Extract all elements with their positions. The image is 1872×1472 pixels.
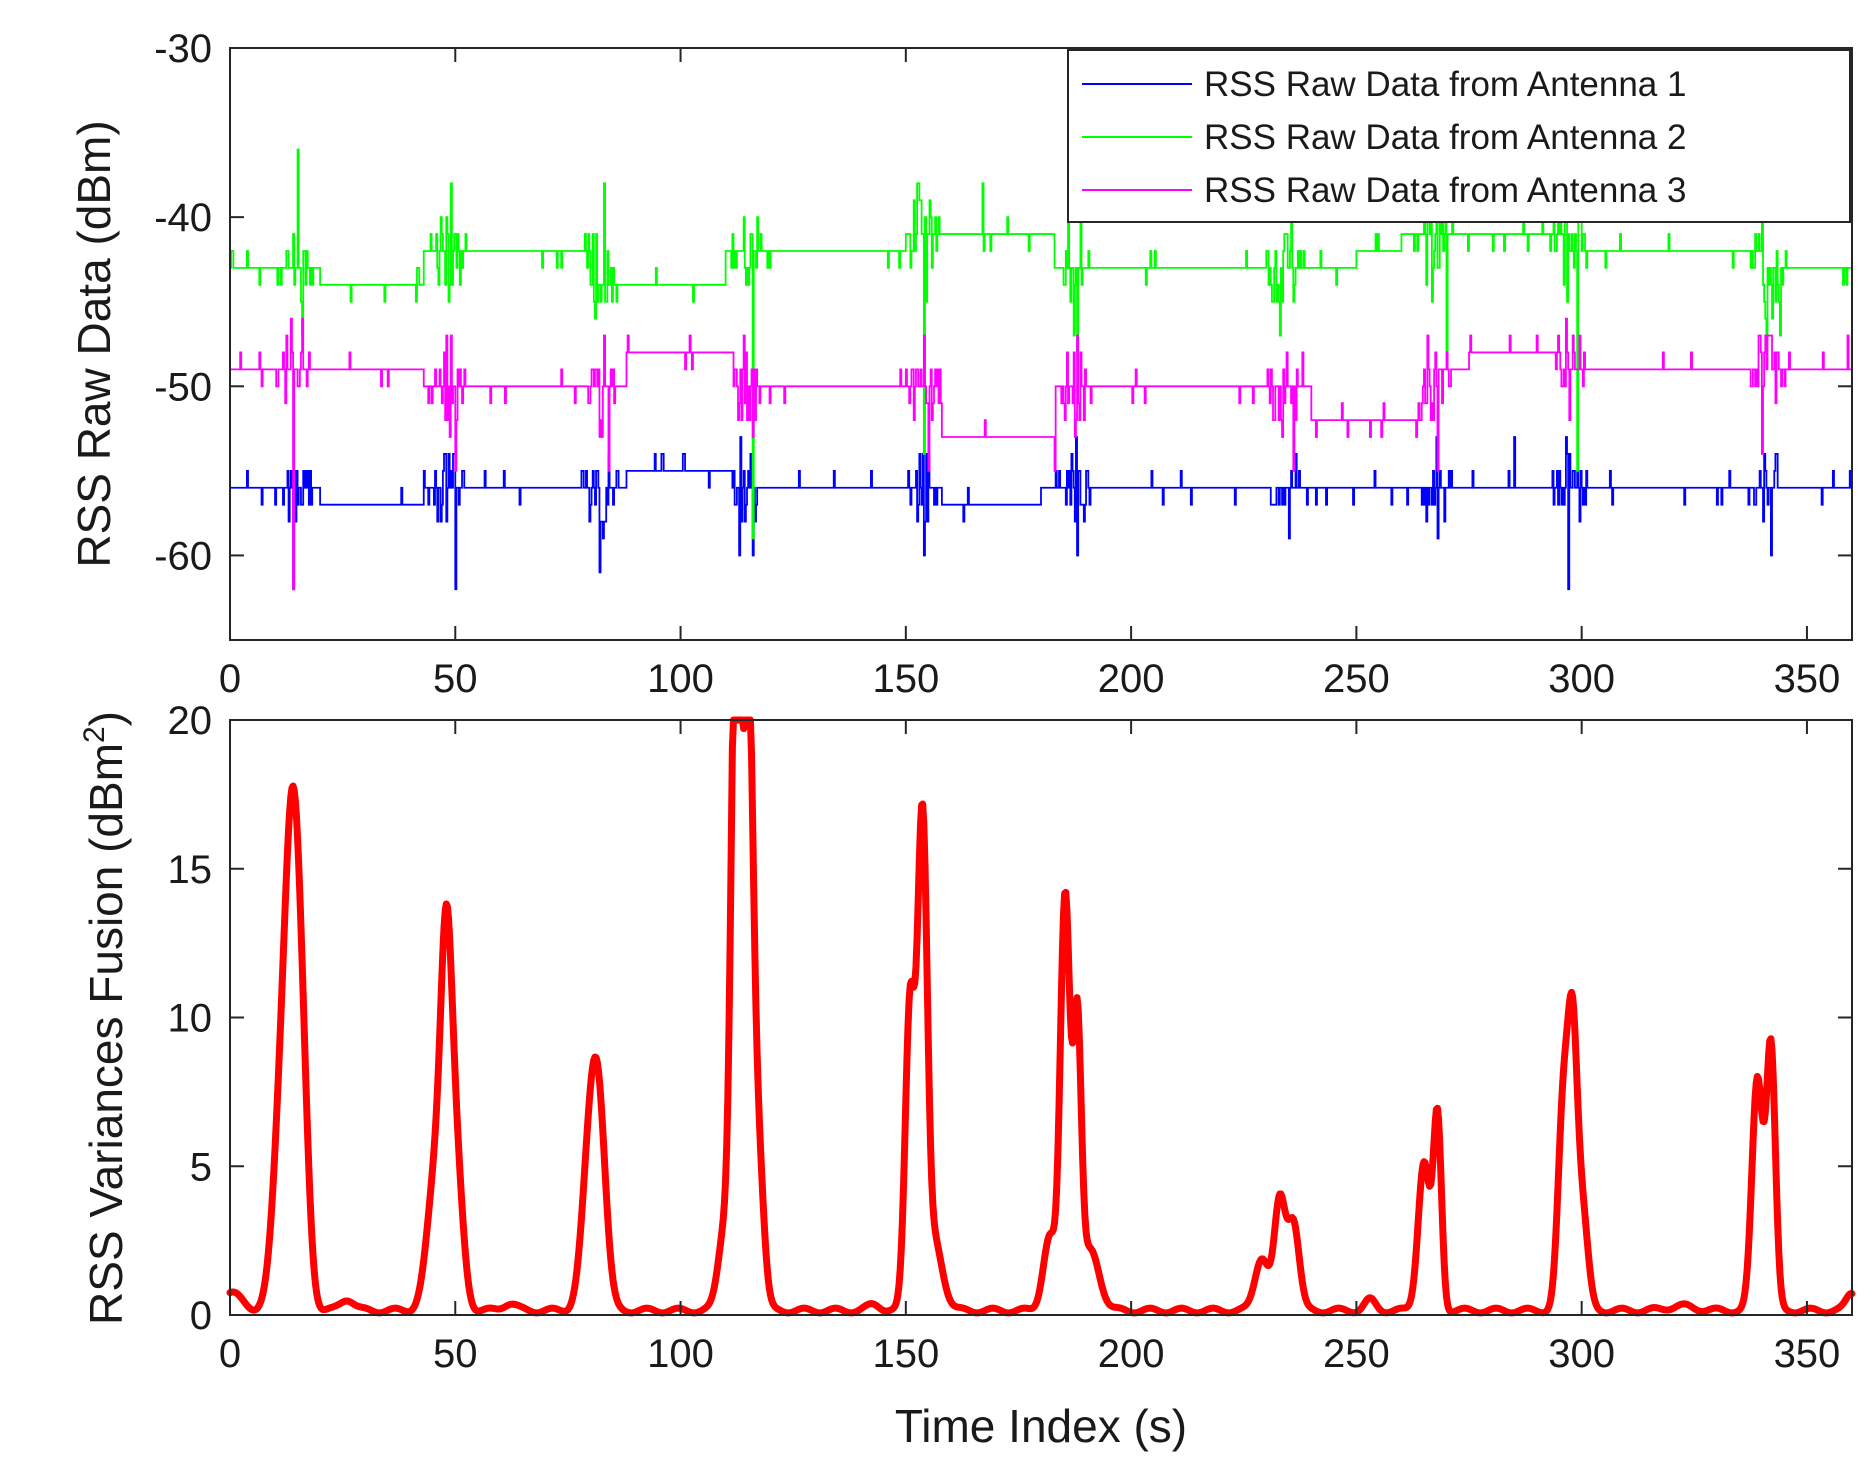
bottom-x-tick-label: 100 [647, 1332, 714, 1376]
bottom-y-tick-label: 10 [168, 997, 213, 1041]
bottom-y-axis-label-suffix: ) [80, 711, 132, 726]
top-x-tick-label: 350 [1774, 657, 1841, 701]
legend: RSS Raw Data from Antenna 1 RSS Raw Data… [1067, 49, 1851, 223]
bottom-tick-group: 0 50 100 150 200 250 300 350 0 5 10 15 20 [168, 699, 1852, 1376]
bottom-y-axis-label-main: RSS Variances Fusion (dBm [80, 743, 132, 1325]
top-x-tick-label: 50 [433, 657, 478, 701]
top-y-tick-label: -50 [154, 365, 212, 409]
legend-box [1067, 49, 1851, 223]
top-tick-group: 0 50 100 150 200 250 300 350 -30 -40 -50 -60 [154, 27, 1852, 701]
top-series-group [230, 148, 1852, 591]
top-x-tick-label: 100 [647, 657, 714, 701]
bottom-y-tick-label: 0 [190, 1294, 212, 1338]
bottom-x-axis-label: Time Index (s) [895, 1400, 1187, 1452]
top-y-axis-label: RSS Raw Data (dBm) [68, 120, 120, 567]
bottom-y-tick-label: 5 [190, 1145, 212, 1189]
bottom-x-tick-label: 200 [1098, 1332, 1165, 1376]
bottom-x-tick-label: 350 [1774, 1332, 1841, 1376]
series-line-variances-fusion [226, 716, 1856, 1317]
legend-label-antenna-2: RSS Raw Data from Antenna 2 [1204, 118, 1686, 157]
top-y-tick-label: -60 [154, 534, 212, 578]
series-line-antenna-1 [230, 436, 1852, 591]
bottom-x-tick-label: 250 [1323, 1332, 1390, 1376]
bottom-x-tick-label: 50 [433, 1332, 478, 1376]
top-x-tick-label: 300 [1548, 657, 1615, 701]
bottom-x-tick-label: 300 [1548, 1332, 1615, 1376]
top-y-tick-label: -30 [154, 27, 212, 71]
bottom-y-axis-label: RSS Variances Fusion (dBm2) [78, 711, 132, 1325]
top-x-tick-label: 250 [1323, 657, 1390, 701]
bottom-y-tick-label: 15 [168, 848, 213, 892]
legend-label-antenna-3: RSS Raw Data from Antenna 3 [1204, 171, 1686, 210]
top-panel: 0 50 100 150 200 250 300 350 -30 -40 -50 -60 RSS Ra… [68, 27, 1853, 701]
bottom-x-tick-label: 0 [219, 1332, 241, 1376]
top-axes-frame [229, 47, 1853, 641]
bottom-x-tick-label: 150 [872, 1332, 939, 1376]
series-line-antenna-2 [230, 148, 1852, 540]
bottom-y-tick-label: 20 [168, 699, 213, 743]
bottom-series-group [226, 716, 1856, 1317]
bottom-y-axis-label-superscript: 2 [78, 726, 111, 743]
bottom-panel: 0 50 100 150 200 250 300 350 0 5 10 15 20 RSS Varian… [78, 699, 1856, 1452]
bottom-plot-area [230, 720, 1852, 1315]
series-line-antenna-3 [230, 317, 1852, 591]
top-y-tick-label: -40 [154, 196, 212, 240]
top-x-tick-label: 200 [1098, 657, 1165, 701]
legend-label-antenna-1: RSS Raw Data from Antenna 1 [1204, 65, 1686, 104]
top-x-tick-label: 150 [872, 657, 939, 701]
top-x-tick-label: 0 [219, 657, 241, 701]
